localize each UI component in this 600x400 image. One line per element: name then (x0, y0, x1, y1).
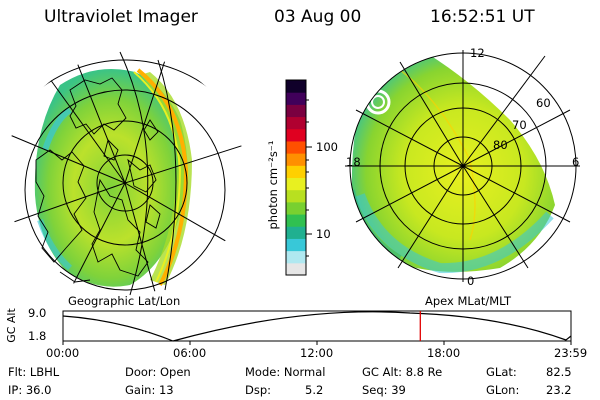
orbit-xtick-1800: 18:00 (427, 346, 461, 360)
glon-value: 23.2 (546, 383, 572, 397)
glat-value: 82.5 (546, 365, 572, 379)
glat-label: GLat: (486, 365, 517, 379)
orbit-ytick-min: 1.8 (28, 329, 47, 343)
instrument-title: Ultraviolet Imager (44, 7, 198, 27)
dsp-value: 5.2 (305, 383, 324, 397)
colorbar-segment (286, 238, 306, 252)
colorbar-tick-10: 10 (316, 227, 331, 241)
colorbar-segment (286, 165, 306, 178)
mode-info: Mode: Normal (245, 365, 326, 379)
colorbar-ticks (306, 99, 312, 257)
colorbar-segment (286, 226, 306, 239)
filter-info: Flt: LBHL (8, 365, 60, 379)
ip-info: IP: 36.0 (8, 383, 52, 397)
mlt-label-0: 0 (467, 274, 475, 288)
colorbar-segment (286, 104, 306, 118)
colorbar-segment (286, 250, 306, 264)
time-label: 16:52:51 UT (430, 7, 535, 27)
mlat-label-70: 70 (512, 118, 527, 132)
orbit-ytick-max: 9.0 (28, 306, 47, 320)
colorbar-segment (286, 116, 306, 130)
orbit-plot-frame (62, 310, 572, 342)
mlat-grid (345, 50, 580, 282)
gain-info: Gain: 13 (125, 383, 174, 397)
seq-info: Seq: 39 (362, 383, 406, 397)
mlt-label-6: 6 (572, 155, 580, 169)
date-label: 03 Aug 00 (274, 7, 362, 27)
colorbar-segment (286, 214, 306, 227)
altitude-curve (62, 311, 572, 342)
orbit-xtick-2359: 23:59 (554, 346, 588, 360)
colorbar-segment (286, 262, 306, 276)
orbit-ylabel: GC Alt (4, 308, 18, 343)
glon-label: GLon: (486, 383, 520, 397)
colorbar (286, 80, 306, 276)
door-info: Door: Open (125, 365, 191, 379)
colorbar-segment (286, 128, 306, 142)
orbit-ticks (62, 341, 572, 345)
colorbar-unit-label: photon cm⁻²s⁻¹ (266, 140, 280, 230)
colorbar-tick-100: 100 (316, 140, 338, 154)
geographic-map (5, 55, 245, 295)
orbit-xtick-0000: 00:00 (46, 346, 80, 360)
orbit-xtick-0600: 06:00 (173, 346, 207, 360)
mlt-label-12: 12 (470, 46, 485, 60)
terminator-arc (119, 51, 149, 296)
dsp-label: Dsp: (245, 383, 272, 397)
gc-alt-info: GC Alt: 8.8 Re (362, 365, 443, 379)
colorbar-segment (286, 140, 306, 154)
colorbar-segment (286, 201, 306, 215)
mlat-label-60: 60 (536, 96, 551, 110)
mlt-label-18: 18 (346, 155, 361, 169)
colorbar-segment (286, 153, 306, 166)
mlat-label-80: 80 (493, 138, 508, 152)
colorbar-segment (286, 189, 306, 203)
auroral-emission (34, 68, 188, 287)
colorbar-segment (286, 80, 306, 93)
geo-map-caption: Geographic Lat/Lon (68, 294, 181, 308)
mag-map-caption: Apex MLat/MLT (425, 294, 512, 308)
colorbar-segment (286, 92, 306, 105)
colorbar-segment (286, 177, 306, 191)
orbit-xtick-1200: 12:00 (300, 346, 334, 360)
